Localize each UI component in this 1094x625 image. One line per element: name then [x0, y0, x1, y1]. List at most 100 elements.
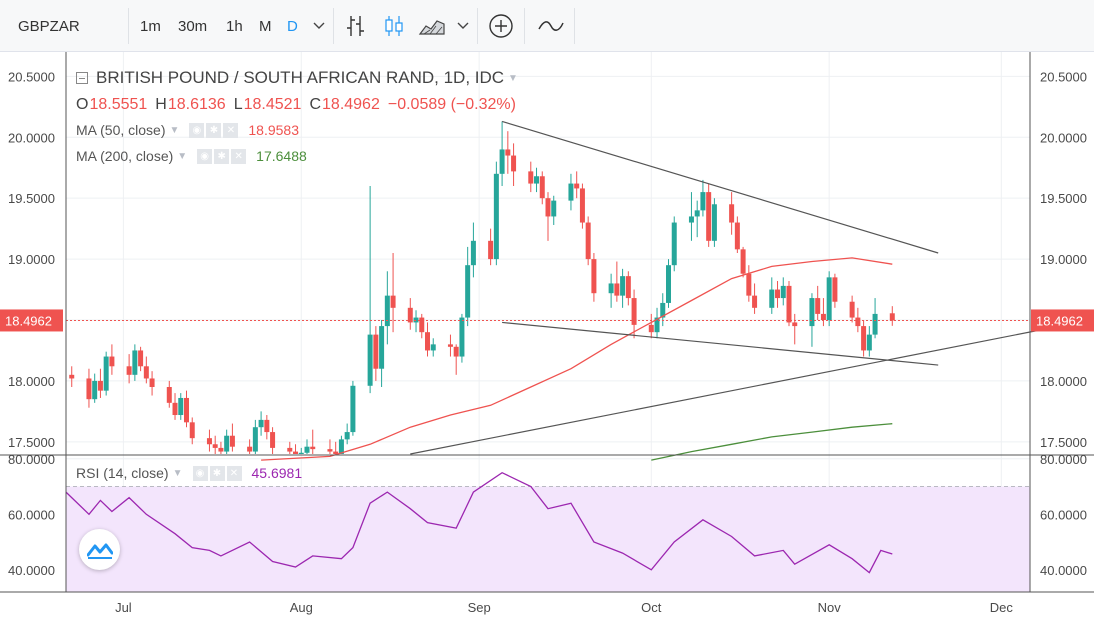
- candle: [390, 253, 396, 333]
- candle: [625, 271, 631, 306]
- candle-body: [528, 171, 534, 184]
- chevron-down-icon[interactable]: [313, 0, 325, 52]
- candle: [872, 298, 878, 339]
- candle-body: [832, 277, 838, 302]
- candle: [430, 338, 436, 357]
- candle-body: [270, 432, 276, 448]
- candle-body: [780, 285, 786, 299]
- symbol-input[interactable]: GBPZAR: [18, 17, 80, 35]
- candle: [786, 281, 792, 327]
- close-icon[interactable]: ✕: [226, 465, 242, 481]
- chevron-down-icon[interactable]: ▼: [508, 72, 518, 84]
- candle: [293, 444, 299, 454]
- gear-icon[interactable]: ✱: [214, 148, 230, 164]
- close-icon[interactable]: ✕: [231, 148, 247, 164]
- interval-day-button[interactable]: D: [287, 17, 298, 35]
- close-icon[interactable]: ✕: [223, 122, 239, 138]
- candle: [350, 380, 356, 436]
- candlestick-series: [69, 121, 895, 454]
- trendline: [501, 120, 939, 254]
- chart-toolbar: GBPZAR 1m 30m 1h M D: [0, 0, 1094, 52]
- candle: [172, 393, 178, 420]
- candle: [631, 289, 637, 339]
- candle-body: [338, 439, 344, 454]
- area-chart-icon[interactable]: [418, 0, 446, 52]
- candle: [539, 171, 545, 205]
- candle: [310, 429, 316, 454]
- chevron-down-icon[interactable]: ▼: [177, 150, 188, 162]
- candle-body: [815, 298, 821, 314]
- toolbar-divider: [574, 8, 575, 44]
- candle: [528, 161, 534, 193]
- candle: [138, 346, 144, 372]
- eye-icon[interactable]: ◉: [189, 122, 205, 138]
- candle-body: [425, 332, 430, 351]
- candle: [126, 354, 132, 384]
- candle: [752, 283, 758, 314]
- candle-body: [470, 240, 476, 266]
- candle-body: [671, 222, 677, 266]
- candle-body: [866, 334, 872, 351]
- candle: [511, 143, 517, 186]
- compare-wave-icon[interactable]: [537, 0, 565, 52]
- candle-body: [706, 192, 712, 241]
- collapse-square-icon[interactable]: [76, 72, 88, 84]
- candle: [247, 439, 253, 454]
- ma200-label[interactable]: MA (200, close): [76, 148, 174, 164]
- interval-1m-button[interactable]: 1m: [140, 17, 161, 35]
- candle-body: [390, 295, 396, 308]
- candle-body: [700, 192, 706, 211]
- tradingview-logo-icon[interactable]: [79, 529, 120, 570]
- eye-icon[interactable]: ◉: [192, 465, 208, 481]
- candle: [780, 277, 786, 306]
- rsi-axis-right-tick: 60.0000: [1040, 507, 1087, 522]
- trendline: [410, 329, 1042, 455]
- ma50-label[interactable]: MA (50, close): [76, 122, 166, 138]
- candlestick-icon[interactable]: [383, 0, 405, 52]
- interval-30m-button[interactable]: 30m: [178, 17, 208, 35]
- candle: [270, 427, 276, 454]
- ma50-value: 18.9583: [248, 122, 299, 138]
- candle: [660, 293, 666, 327]
- candle-body: [620, 276, 626, 296]
- candle-body: [786, 285, 792, 323]
- rsi-label[interactable]: RSI (14, close): [76, 465, 169, 481]
- candle: [832, 273, 838, 308]
- bar-chart-icon[interactable]: [345, 0, 367, 52]
- candle-body: [92, 380, 98, 400]
- candle-body: [189, 422, 195, 439]
- candle-body: [367, 334, 373, 386]
- candle: [855, 307, 861, 333]
- price-axis-left-tick: 20.0000: [8, 130, 55, 145]
- price-axis-right-tick: 19.0000: [1040, 252, 1087, 267]
- chevron-down-icon[interactable]: ▼: [169, 124, 180, 136]
- candle: [379, 320, 385, 387]
- interval-month-button[interactable]: M: [259, 17, 272, 35]
- candle: [258, 411, 264, 436]
- candle: [344, 423, 350, 445]
- candle: [470, 222, 476, 278]
- interval-1h-button[interactable]: 1h: [226, 17, 243, 35]
- time-axis-tick: Dec: [990, 600, 1014, 615]
- candle: [746, 265, 752, 302]
- candle-body: [465, 265, 471, 318]
- open-value: 18.5551: [89, 96, 148, 113]
- eye-icon[interactable]: ◉: [197, 148, 213, 164]
- price-axis-right-tick: 18.0000: [1040, 374, 1087, 389]
- chart-canvas[interactable]: 20.5000 20.5000 20.0000 20.0000 19.5000 19.50…: [0, 52, 1094, 625]
- candle: [413, 310, 419, 333]
- candle-body: [488, 240, 494, 260]
- chart-title-text: BRITISH POUND / SOUTH AFRICAN RAND, 1D, …: [96, 68, 505, 87]
- chevron-down-icon[interactable]: ▼: [172, 467, 183, 479]
- candle: [706, 183, 712, 247]
- plus-circle-icon[interactable]: [488, 0, 514, 52]
- candle-body: [264, 419, 270, 433]
- chevron-down-icon[interactable]: [457, 0, 469, 52]
- candle-body: [143, 366, 149, 379]
- gear-icon[interactable]: ✱: [206, 122, 222, 138]
- candle: [178, 393, 184, 420]
- candle: [694, 200, 700, 238]
- candle: [849, 295, 855, 323]
- gear-icon[interactable]: ✱: [209, 465, 225, 481]
- candle-body: [872, 313, 878, 335]
